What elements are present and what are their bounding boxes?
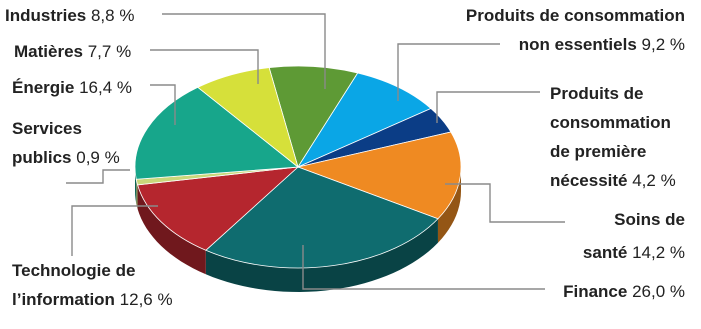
slice-value: 4,2 % <box>628 171 676 190</box>
slice-value: 0,9 % <box>72 148 120 167</box>
label-6-line-1: publics 0,9 % <box>12 148 120 167</box>
label-2-line-2: de première <box>550 142 646 161</box>
slice-value: 9,2 % <box>637 35 685 54</box>
leader-layer <box>66 13 565 290</box>
pie-side-4 <box>205 218 438 292</box>
leader-line-5 <box>71 205 158 256</box>
label-2-line-1: consommation <box>550 113 671 132</box>
slice-name: Finance <box>563 282 627 301</box>
pie-slice-4 <box>205 166 439 269</box>
leader-line-1 <box>397 43 500 101</box>
label-7-line-0: Énergie 16,4 % <box>12 78 132 97</box>
label-5-line-0: Technologie de <box>12 261 135 280</box>
slice-value: 14,2 % <box>627 243 685 262</box>
label-1-line-1: non essentiels 9,2 % <box>519 35 685 54</box>
pie-slice-7 <box>134 86 300 180</box>
slice-name: Soins de <box>614 210 685 229</box>
label-0-line-0: Industries 8,8 % <box>5 6 134 25</box>
slice-name: de première <box>550 142 646 161</box>
label-5-line-1: l’information 12,6 % <box>12 290 173 309</box>
label-1-line-0: Produits de consommation <box>466 6 685 25</box>
label-2-line-0: Produits de <box>550 84 644 103</box>
pie-slice-0 <box>268 65 359 168</box>
slice-name: non essentiels <box>519 35 637 54</box>
slice-name: l’information <box>12 290 115 309</box>
leader-line-6 <box>66 169 130 184</box>
pie-slice-3 <box>296 131 462 220</box>
pie-side-6 <box>136 179 138 209</box>
slice-name: Technologie de <box>12 261 135 280</box>
slice-name: Matières <box>14 42 83 61</box>
leader-line-2 <box>436 91 540 123</box>
pie-layer <box>134 65 462 292</box>
leader-line-7 <box>150 84 176 125</box>
slice-name: Industries <box>5 6 86 25</box>
leader-line-0 <box>162 13 326 89</box>
slice-name: publics <box>12 148 72 167</box>
slice-name: santé <box>583 243 627 262</box>
label-3-line-1: santé 14,2 % <box>583 243 685 262</box>
leader-line-8 <box>150 49 259 84</box>
slice-name: consommation <box>550 113 671 132</box>
label-2-line-3: nécessité 4,2 % <box>550 171 676 190</box>
label-3-line-0: Soins de <box>614 210 685 229</box>
pie-side-5 <box>137 184 206 275</box>
slice-name: nécessité <box>550 171 628 190</box>
label-4-line-0: Finance 26,0 % <box>563 282 685 301</box>
label-6-line-0: Services <box>12 119 82 138</box>
pie-slice-8 <box>197 67 299 169</box>
slice-name: Produits de <box>550 84 644 103</box>
label-8-line-0: Matières 7,7 % <box>14 42 131 61</box>
slice-value: 7,7 % <box>83 42 131 61</box>
label-layer: Industries 8,8 % Produits de consommation… <box>5 6 685 309</box>
pie-slice-5 <box>137 166 300 251</box>
slice-value: 12,6 % <box>115 290 173 309</box>
slice-value: 8,8 % <box>86 6 134 25</box>
slice-value: 16,4 % <box>74 78 132 97</box>
slice-name: Énergie <box>12 78 74 97</box>
slice-name: Produits de consommation <box>466 6 685 25</box>
slice-value: 26,0 % <box>627 282 685 301</box>
leader-line-4 <box>302 245 545 290</box>
slice-name: Services <box>12 119 82 138</box>
leader-line-3 <box>445 183 565 223</box>
